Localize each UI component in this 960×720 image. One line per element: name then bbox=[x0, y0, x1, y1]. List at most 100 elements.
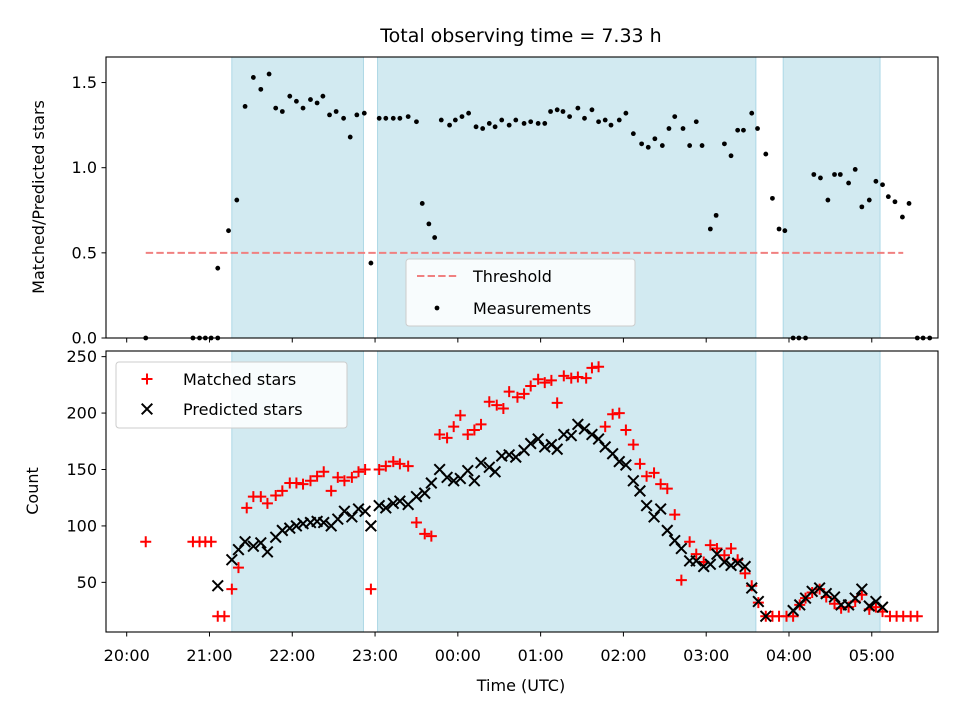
measurement-point bbox=[608, 122, 614, 128]
predicted-star-point bbox=[239, 535, 252, 548]
predicted-star-point bbox=[640, 499, 653, 512]
bottom-plot-frame bbox=[105, 350, 939, 633]
matched-star-point bbox=[870, 601, 882, 613]
measurement-point bbox=[294, 98, 299, 104]
predicted-stars-legend-label: Predicted stars bbox=[183, 400, 303, 419]
matched-star-point bbox=[462, 429, 474, 441]
measurement-point bbox=[749, 110, 755, 116]
measurement-point bbox=[287, 93, 293, 99]
predicted-star-point bbox=[225, 553, 238, 566]
measurement-point bbox=[548, 109, 553, 114]
top-plot-frame bbox=[105, 56, 939, 339]
top-legend: Threshold Measurements bbox=[405, 258, 636, 327]
predicted-star-point bbox=[731, 557, 744, 570]
top-y-tick-label: 0.0 bbox=[72, 329, 97, 348]
measurement-point bbox=[560, 109, 566, 114]
measurement-point bbox=[567, 114, 573, 120]
matched-star-point bbox=[255, 491, 267, 503]
predicted-star-point bbox=[247, 540, 260, 553]
matched-star-point bbox=[675, 574, 687, 586]
measurement-point bbox=[438, 117, 444, 123]
measurement-point bbox=[707, 226, 713, 232]
bottom-x-tick-label: 04:00 bbox=[766, 646, 812, 665]
bottom-y-tick-label: 150 bbox=[66, 460, 97, 479]
matched-star-point bbox=[205, 536, 217, 548]
measurement-point bbox=[666, 126, 672, 131]
measurement-point bbox=[811, 172, 817, 177]
measurement-point bbox=[486, 121, 492, 126]
matched-star-point bbox=[373, 463, 385, 475]
matched-star-point bbox=[532, 373, 544, 385]
measurement-point bbox=[405, 114, 411, 120]
measurement-point bbox=[414, 119, 419, 125]
predicted-star-point bbox=[468, 474, 481, 487]
bottom-legend: Matched stars Predicted stars bbox=[115, 361, 348, 429]
predicted-star-point bbox=[571, 418, 584, 431]
matched-star-point bbox=[338, 475, 350, 487]
predicted-star-point bbox=[441, 471, 454, 484]
matched-star-point bbox=[359, 463, 371, 475]
predicted-star-point bbox=[364, 519, 377, 532]
predicted-star-point bbox=[855, 583, 868, 596]
matched-star-point bbox=[627, 439, 639, 451]
measurement-point bbox=[735, 127, 741, 133]
matched-star-point bbox=[558, 370, 570, 382]
measurement-point bbox=[215, 265, 221, 271]
bottom-x-tick-label: 00:00 bbox=[435, 646, 481, 665]
matched-star-point bbox=[402, 460, 414, 472]
matched-star-point bbox=[140, 536, 152, 548]
measurement-point bbox=[226, 228, 231, 234]
predicted-star-point bbox=[387, 497, 400, 510]
measurement-point bbox=[885, 194, 891, 200]
matched-star-point bbox=[346, 471, 358, 483]
matched-star-point bbox=[448, 421, 460, 433]
predicted-star-point bbox=[359, 505, 372, 518]
measurement-point bbox=[300, 105, 306, 111]
predicted-star-point bbox=[739, 560, 752, 573]
predicted-star-point bbox=[633, 484, 646, 497]
matched-star-point bbox=[684, 536, 696, 548]
matched-star-point bbox=[551, 397, 563, 409]
predicted-star-point bbox=[759, 610, 772, 623]
matched-star-point bbox=[410, 517, 422, 529]
matched-star-point bbox=[911, 610, 923, 622]
top-y-tick-label: 0.5 bbox=[72, 243, 97, 262]
matched-star-point bbox=[483, 396, 495, 408]
bottom-x-tick-label: 21:00 bbox=[186, 646, 232, 665]
predicted-stars-legend-marker bbox=[140, 402, 154, 416]
predicted-star-point bbox=[675, 542, 688, 555]
matched-star-point bbox=[539, 377, 551, 389]
predicted-star-point bbox=[538, 440, 551, 453]
predicted-star-point bbox=[654, 502, 667, 515]
matched-star-point bbox=[387, 456, 399, 468]
matched-star-point bbox=[380, 460, 392, 472]
bottom-x-tick-label: 01:00 bbox=[518, 646, 564, 665]
predicted-star-point bbox=[565, 429, 578, 442]
matched-star-point bbox=[580, 372, 592, 384]
measurement-point bbox=[763, 151, 769, 157]
matched-star-point bbox=[475, 418, 487, 430]
predicted-star-point bbox=[418, 487, 431, 500]
measurement-point bbox=[616, 117, 622, 123]
bottom-axis-ticks: 50 100 150 200 250 20:00 21:00 22:00 23:00 00:00 0… bbox=[66, 347, 894, 665]
predicted-star-point bbox=[863, 600, 876, 613]
measurement-point bbox=[906, 201, 912, 206]
predicted-star-point bbox=[820, 587, 833, 600]
matched-star-point bbox=[572, 371, 584, 383]
measurement-point bbox=[741, 127, 746, 133]
measurement-point bbox=[582, 115, 587, 121]
measurement-point bbox=[776, 226, 782, 232]
measurement-point bbox=[258, 86, 264, 92]
measurement-point bbox=[892, 199, 898, 205]
observing-interval-band bbox=[377, 350, 757, 633]
matched-star-point bbox=[419, 528, 431, 540]
measurement-point bbox=[279, 109, 285, 114]
matched-star-point bbox=[718, 549, 730, 561]
matched-star-point bbox=[787, 610, 799, 622]
matched-stars-legend-swatch bbox=[141, 373, 153, 385]
matched-star-point bbox=[648, 467, 660, 479]
matched-star-point bbox=[725, 542, 737, 554]
bottom-y-tick-label: 50 bbox=[77, 573, 97, 592]
matched-star-point bbox=[394, 458, 406, 470]
observing-interval-band bbox=[231, 56, 364, 339]
